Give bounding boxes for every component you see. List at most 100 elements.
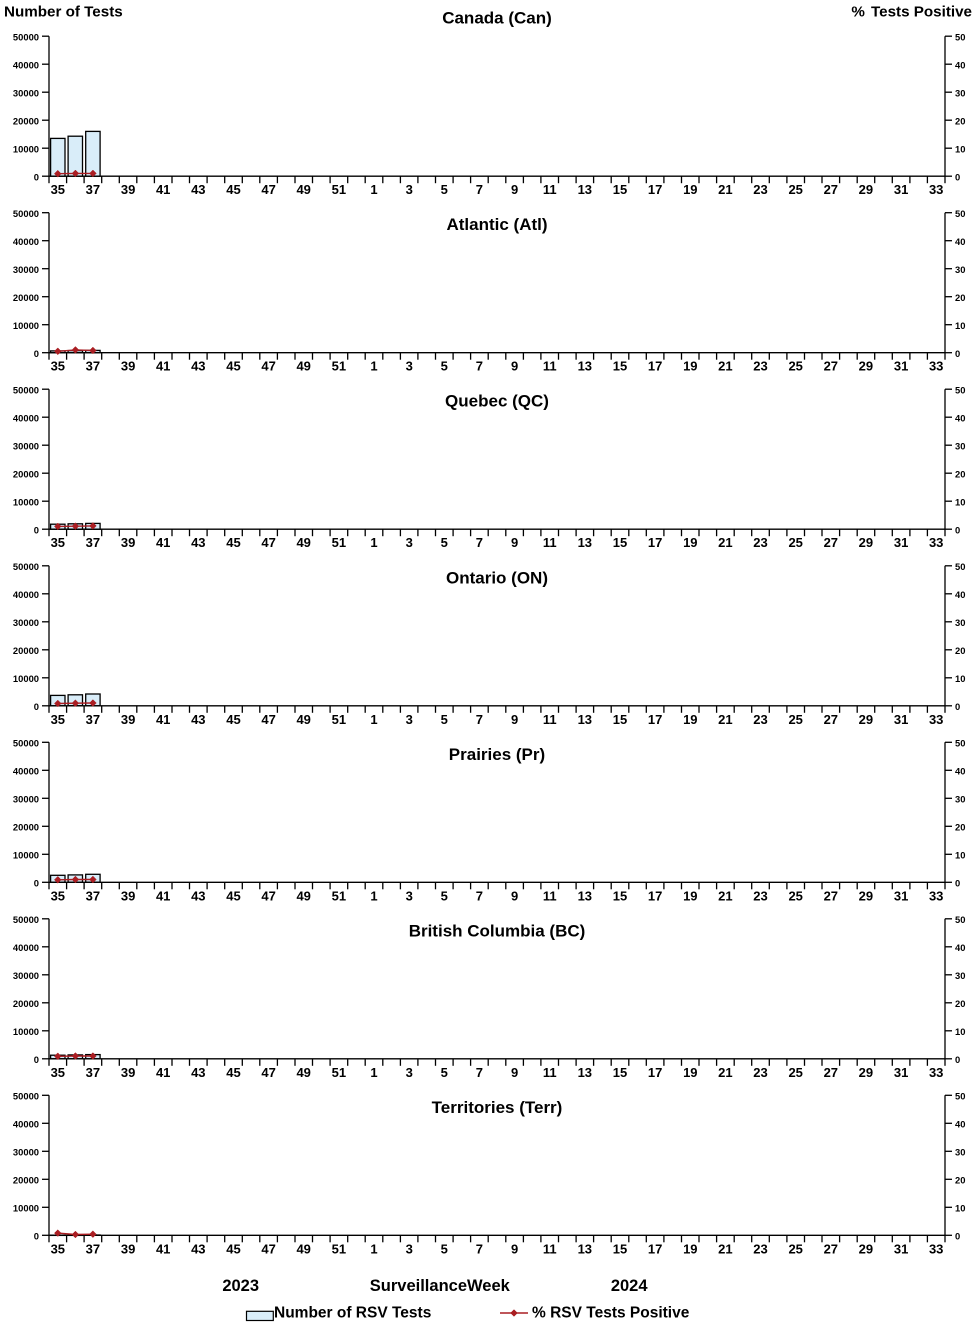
svg-text:23: 23 xyxy=(753,1065,767,1080)
svg-text:Number of Tests: Number of Tests xyxy=(4,4,123,21)
svg-text:40: 40 xyxy=(955,942,965,953)
svg-text:% RSV Tests Positive: % RSV Tests Positive xyxy=(532,1305,690,1322)
svg-text:11: 11 xyxy=(543,182,557,197)
svg-text:29: 29 xyxy=(859,535,873,550)
svg-text:39: 39 xyxy=(121,712,135,727)
svg-text:11: 11 xyxy=(543,1065,557,1080)
svg-text:30: 30 xyxy=(955,1147,965,1158)
svg-text:1: 1 xyxy=(370,1241,377,1256)
svg-text:20000: 20000 xyxy=(13,292,39,303)
svg-text:30: 30 xyxy=(955,970,965,981)
svg-text:17: 17 xyxy=(648,1065,662,1080)
svg-text:31: 31 xyxy=(894,888,908,903)
svg-text:13: 13 xyxy=(578,1241,592,1256)
svg-text:0: 0 xyxy=(34,701,39,712)
svg-text:20: 20 xyxy=(955,1175,965,1186)
svg-text:31: 31 xyxy=(894,712,908,727)
svg-text:5: 5 xyxy=(441,712,448,727)
svg-text:35: 35 xyxy=(51,1065,65,1080)
svg-text:37: 37 xyxy=(86,888,100,903)
svg-text:27: 27 xyxy=(824,1065,838,1080)
svg-text:49: 49 xyxy=(296,888,310,903)
svg-text:40000: 40000 xyxy=(13,766,39,777)
svg-text:17: 17 xyxy=(648,359,662,374)
svg-text:50: 50 xyxy=(955,208,965,219)
svg-text:0: 0 xyxy=(955,524,960,535)
svg-text:40: 40 xyxy=(955,766,965,777)
svg-text:20: 20 xyxy=(955,292,965,303)
svg-text:10: 10 xyxy=(955,320,965,331)
svg-text:29: 29 xyxy=(859,1241,873,1256)
svg-text:51: 51 xyxy=(332,1241,346,1256)
svg-text:30000: 30000 xyxy=(13,87,39,98)
svg-text:51: 51 xyxy=(332,712,346,727)
svg-text:29: 29 xyxy=(859,712,873,727)
svg-text:15: 15 xyxy=(613,535,627,550)
svg-text:20000: 20000 xyxy=(13,998,39,1009)
svg-text:20000: 20000 xyxy=(13,822,39,833)
svg-text:30000: 30000 xyxy=(13,1147,39,1158)
svg-text:51: 51 xyxy=(332,535,346,550)
svg-text:5: 5 xyxy=(441,888,448,903)
svg-text:9: 9 xyxy=(511,1065,518,1080)
svg-text:25: 25 xyxy=(788,712,802,727)
svg-text:30000: 30000 xyxy=(13,794,39,805)
svg-text:41: 41 xyxy=(156,359,170,374)
svg-text:40: 40 xyxy=(955,589,965,600)
svg-text:47: 47 xyxy=(261,359,275,374)
svg-text:7: 7 xyxy=(476,535,483,550)
svg-text:% Tests Positive: % Tests Positive xyxy=(851,4,972,21)
svg-text:0: 0 xyxy=(955,878,960,889)
svg-text:27: 27 xyxy=(824,182,838,197)
svg-text:Prairies (Pr): Prairies (Pr) xyxy=(449,745,545,764)
svg-text:0: 0 xyxy=(34,348,39,359)
svg-text:45: 45 xyxy=(226,712,240,727)
svg-text:0: 0 xyxy=(34,878,39,889)
svg-text:25: 25 xyxy=(788,1241,802,1256)
svg-text:47: 47 xyxy=(261,535,275,550)
svg-text:39: 39 xyxy=(121,1065,135,1080)
svg-text:Quebec (QC): Quebec (QC) xyxy=(445,392,549,411)
svg-text:39: 39 xyxy=(121,359,135,374)
svg-text:9: 9 xyxy=(511,1241,518,1256)
svg-text:15: 15 xyxy=(613,1065,627,1080)
svg-text:47: 47 xyxy=(261,888,275,903)
svg-text:21: 21 xyxy=(718,359,732,374)
svg-text:20: 20 xyxy=(955,998,965,1009)
svg-text:19: 19 xyxy=(683,1241,697,1256)
svg-text:10: 10 xyxy=(955,850,965,861)
svg-text:19: 19 xyxy=(683,359,697,374)
svg-text:10000: 10000 xyxy=(13,496,39,507)
svg-text:30: 30 xyxy=(955,617,965,628)
svg-text:7: 7 xyxy=(476,182,483,197)
svg-text:45: 45 xyxy=(226,359,240,374)
svg-text:30: 30 xyxy=(955,87,965,98)
svg-text:10: 10 xyxy=(955,1203,965,1214)
svg-text:40000: 40000 xyxy=(13,942,39,953)
svg-text:49: 49 xyxy=(296,1065,310,1080)
svg-text:23: 23 xyxy=(753,359,767,374)
svg-text:21: 21 xyxy=(718,712,732,727)
svg-text:17: 17 xyxy=(648,535,662,550)
svg-text:30000: 30000 xyxy=(13,264,39,275)
svg-text:43: 43 xyxy=(191,1065,205,1080)
svg-text:50000: 50000 xyxy=(13,384,39,395)
svg-text:45: 45 xyxy=(226,888,240,903)
svg-text:23: 23 xyxy=(753,182,767,197)
svg-text:50000: 50000 xyxy=(13,914,39,925)
svg-text:5: 5 xyxy=(441,182,448,197)
svg-text:20: 20 xyxy=(955,645,965,656)
svg-text:19: 19 xyxy=(683,888,697,903)
svg-text:43: 43 xyxy=(191,535,205,550)
svg-text:20: 20 xyxy=(955,822,965,833)
svg-text:47: 47 xyxy=(261,712,275,727)
svg-text:2024: 2024 xyxy=(611,1277,649,1295)
svg-text:45: 45 xyxy=(226,535,240,550)
svg-text:33: 33 xyxy=(929,535,943,550)
svg-text:37: 37 xyxy=(86,182,100,197)
svg-text:15: 15 xyxy=(613,888,627,903)
svg-text:25: 25 xyxy=(788,535,802,550)
svg-text:10000: 10000 xyxy=(13,1203,39,1214)
svg-text:19: 19 xyxy=(683,182,697,197)
svg-text:11: 11 xyxy=(543,888,557,903)
